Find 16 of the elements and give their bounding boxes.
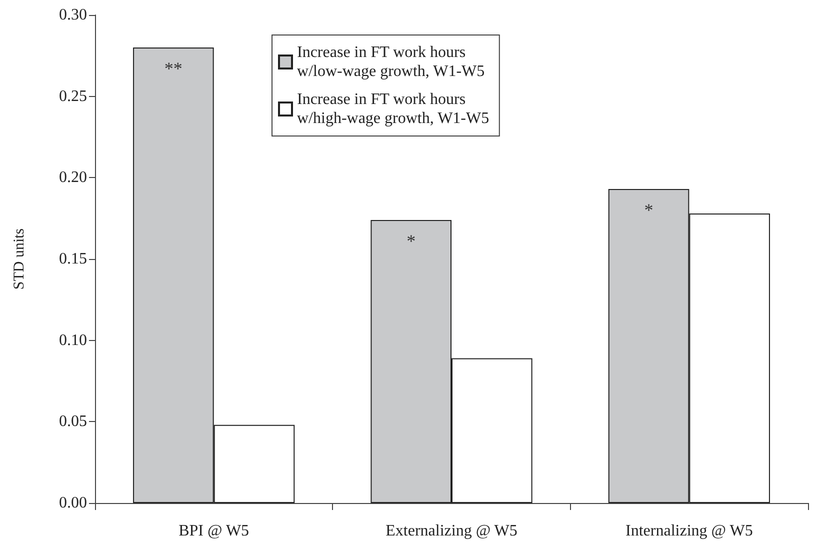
- x-tick-label: Internalizing @ W5: [626, 522, 753, 540]
- annotation: **: [164, 58, 182, 79]
- x-tick-label: BPI @ W5: [178, 522, 250, 540]
- y-tick-label: 0.05: [59, 413, 87, 430]
- y-tick-label: 0.00: [59, 494, 87, 512]
- x-tick-label: Externalizing @ W5: [386, 522, 518, 540]
- y-tick-label: 0.15: [59, 250, 87, 268]
- y-axis-title: STD units: [12, 228, 28, 290]
- annotation: *: [406, 230, 416, 251]
- annotation: *: [644, 200, 654, 220]
- legend-label: Increase in FT work hours w/high-wage growth, W1-W5: [297, 91, 490, 127]
- legend-label: Increase in FT work hours w/low-wage growth, W1-W5: [297, 44, 485, 80]
- y-tick-label: 0.30: [59, 6, 87, 24]
- y-tick-label: 0.20: [59, 169, 87, 186]
- y-tick-label: 0.10: [59, 332, 87, 349]
- y-tick-label: 0.25: [59, 88, 87, 105]
